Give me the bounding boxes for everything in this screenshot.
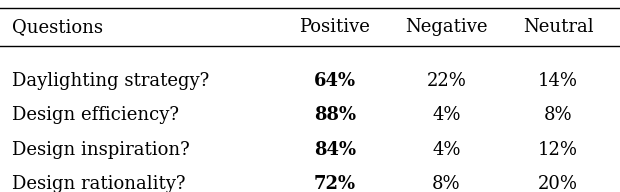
Text: 84%: 84% bbox=[314, 141, 356, 159]
Text: 22%: 22% bbox=[427, 72, 466, 90]
Text: 64%: 64% bbox=[314, 72, 356, 90]
Text: 8%: 8% bbox=[432, 175, 461, 192]
Text: 88%: 88% bbox=[314, 106, 356, 124]
Text: 4%: 4% bbox=[432, 141, 461, 159]
Text: Questions: Questions bbox=[12, 18, 104, 36]
Text: Positive: Positive bbox=[299, 18, 370, 36]
Text: Design efficiency?: Design efficiency? bbox=[12, 106, 179, 124]
Text: 20%: 20% bbox=[538, 175, 578, 192]
Text: 4%: 4% bbox=[432, 106, 461, 124]
Text: Daylighting strategy?: Daylighting strategy? bbox=[12, 72, 210, 90]
Text: 72%: 72% bbox=[314, 175, 356, 192]
Text: Design inspiration?: Design inspiration? bbox=[12, 141, 190, 159]
Text: 8%: 8% bbox=[544, 106, 572, 124]
Text: Design rationality?: Design rationality? bbox=[12, 175, 186, 192]
Text: 12%: 12% bbox=[538, 141, 578, 159]
Text: 14%: 14% bbox=[538, 72, 578, 90]
Text: Negative: Negative bbox=[405, 18, 488, 36]
Text: Neutral: Neutral bbox=[523, 18, 593, 36]
